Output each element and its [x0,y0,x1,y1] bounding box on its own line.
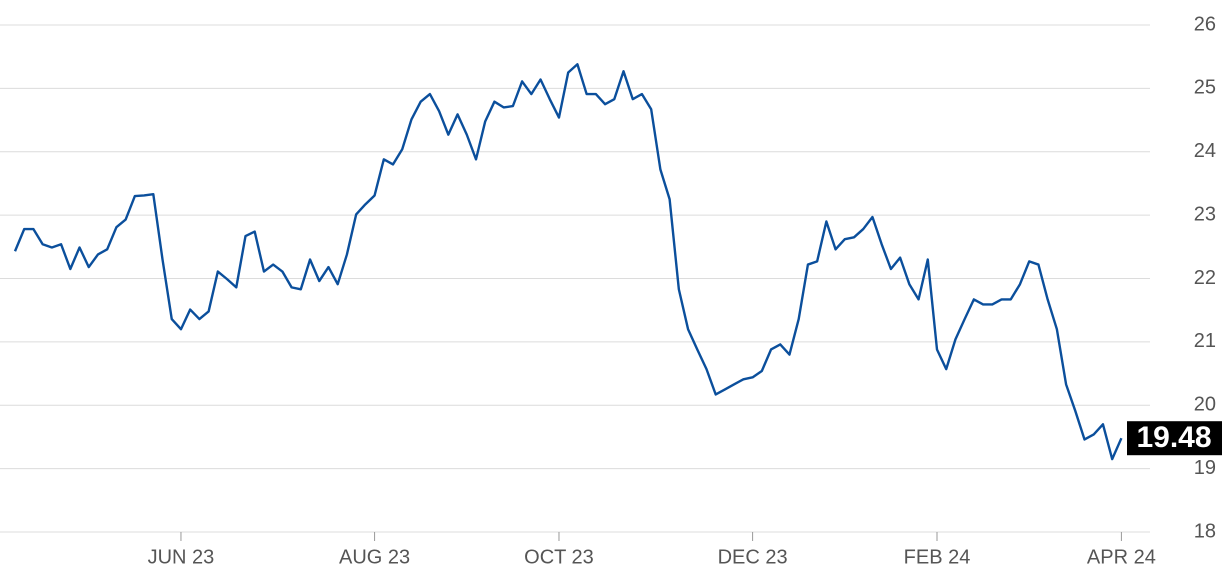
y-tick-label: 19 [1194,457,1216,479]
y-tick-label: 23 [1194,203,1216,225]
y-tick-label: 20 [1194,394,1216,416]
x-tick-label: OCT 23 [524,546,594,568]
x-tick-label: APR 24 [1087,546,1156,568]
x-tick-label: FEB 24 [904,546,971,568]
x-tick-label: AUG 23 [339,546,410,568]
x-tick-label: DEC 23 [718,546,788,568]
last-value-label: 19.48 [1136,421,1211,454]
y-tick-label: 24 [1194,140,1216,162]
x-tick-label: JUN 23 [148,546,215,568]
price-line [13,63,1123,461]
y-tick-label: 18 [1194,520,1216,542]
y-tick-label: 25 [1194,77,1216,99]
y-tick-label: 26 [1194,13,1216,35]
y-tick-label: 22 [1194,267,1216,289]
last-value-box [1127,421,1222,456]
y-tick-label: 21 [1194,330,1216,352]
